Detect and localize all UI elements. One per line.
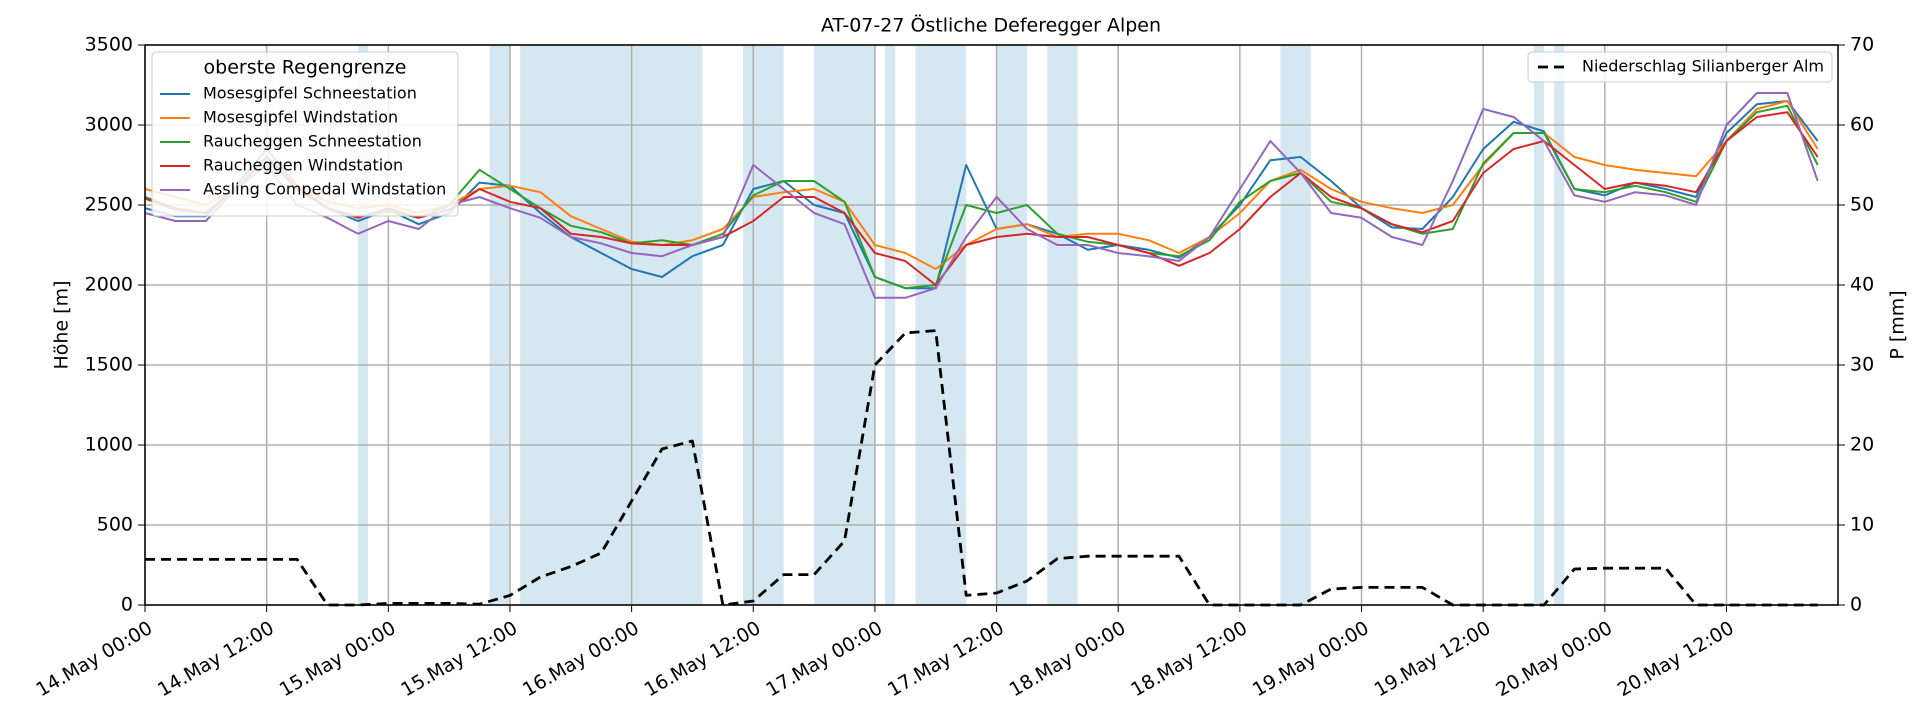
x-tick-label: 14.May 00:00 bbox=[32, 617, 156, 701]
x-tick-label: 14.May 12:00 bbox=[154, 617, 278, 701]
y-tick-label: 1500 bbox=[85, 354, 133, 376]
legend-label: Assling Compedal Windstation bbox=[203, 180, 446, 199]
legend-label: Raucheggen Windstation bbox=[203, 156, 403, 175]
y-axis-label: Höhe [m] bbox=[51, 280, 73, 369]
x-tick-label: 18.May 00:00 bbox=[1006, 617, 1130, 701]
plot-frame bbox=[144, 44, 1839, 606]
y-tick-label: 3000 bbox=[85, 114, 133, 136]
x-tick-label: 15.May 12:00 bbox=[397, 617, 521, 701]
x-tick-label: 20.May 00:00 bbox=[1492, 617, 1616, 701]
legend-label: Niederschlag Silianberger Alm bbox=[1582, 57, 1824, 76]
x-tick-label: 20.May 12:00 bbox=[1614, 617, 1738, 701]
x-tick-label: 19.May 00:00 bbox=[1249, 617, 1373, 701]
y-tick-label: 2000 bbox=[85, 274, 133, 296]
legend-label: Mosesgipfel Schneestation bbox=[203, 84, 417, 103]
x-tick-label: 16.May 12:00 bbox=[641, 617, 765, 701]
rain-span bbox=[489, 45, 510, 605]
rain-span bbox=[996, 45, 1027, 605]
rain-span bbox=[357, 45, 369, 605]
y2-tick-label: 40 bbox=[1850, 274, 1874, 296]
y2-tick-label: 20 bbox=[1850, 434, 1874, 456]
legend: oberste Regengrenze Mosesgipfel Schneesta… bbox=[151, 51, 459, 217]
legend-box bbox=[1527, 51, 1833, 83]
y2-tick-label: 30 bbox=[1850, 354, 1874, 376]
y2-tick-label: 0 bbox=[1850, 594, 1862, 616]
y2-tick-label: 60 bbox=[1850, 114, 1874, 136]
y2-tick-label: 50 bbox=[1850, 194, 1874, 216]
x-tick-label: 18.May 12:00 bbox=[1127, 617, 1251, 701]
x-tick-label: 15.May 00:00 bbox=[276, 617, 400, 701]
x-tick-label: 16.May 00:00 bbox=[519, 617, 643, 701]
x-tick-label: 17.May 00:00 bbox=[762, 617, 886, 701]
chart-title: AT-07-27 Östliche Deferegger Alpen bbox=[821, 14, 1161, 37]
rain-span bbox=[1554, 45, 1565, 605]
rain-span bbox=[1280, 45, 1311, 605]
rain-span bbox=[885, 45, 896, 605]
y2-tick-label: 10 bbox=[1850, 514, 1874, 536]
legend-label: Raucheggen Schneestation bbox=[203, 132, 422, 151]
y-tick-label: 500 bbox=[97, 514, 133, 536]
rain-span bbox=[520, 45, 703, 605]
y-tick-label: 1000 bbox=[85, 434, 133, 456]
y-tick-label: 3500 bbox=[85, 34, 133, 56]
legend-title: oberste Regengrenze bbox=[204, 57, 407, 79]
rain-span bbox=[743, 45, 784, 605]
rain-span bbox=[1047, 45, 1078, 605]
x-tick-label: 19.May 12:00 bbox=[1371, 617, 1495, 701]
rain-span bbox=[1533, 45, 1545, 605]
legend-label: Mosesgipfel Windstation bbox=[203, 108, 398, 127]
y-tick-label: 0 bbox=[121, 594, 133, 616]
rain-span bbox=[814, 45, 875, 605]
series-line bbox=[144, 92, 1819, 299]
series-line bbox=[145, 329, 1818, 607]
x-tick-label: 17.May 12:00 bbox=[884, 617, 1008, 701]
legend: Niederschlag Silianberger Alm bbox=[1527, 51, 1833, 83]
series-line bbox=[144, 100, 1819, 290]
y2-axis-label: P [mm] bbox=[1887, 290, 1909, 359]
rain-span bbox=[915, 45, 967, 605]
y-tick-label: 2500 bbox=[85, 194, 133, 216]
legend-box bbox=[151, 51, 459, 217]
y2-tick-label: 70 bbox=[1850, 34, 1874, 56]
